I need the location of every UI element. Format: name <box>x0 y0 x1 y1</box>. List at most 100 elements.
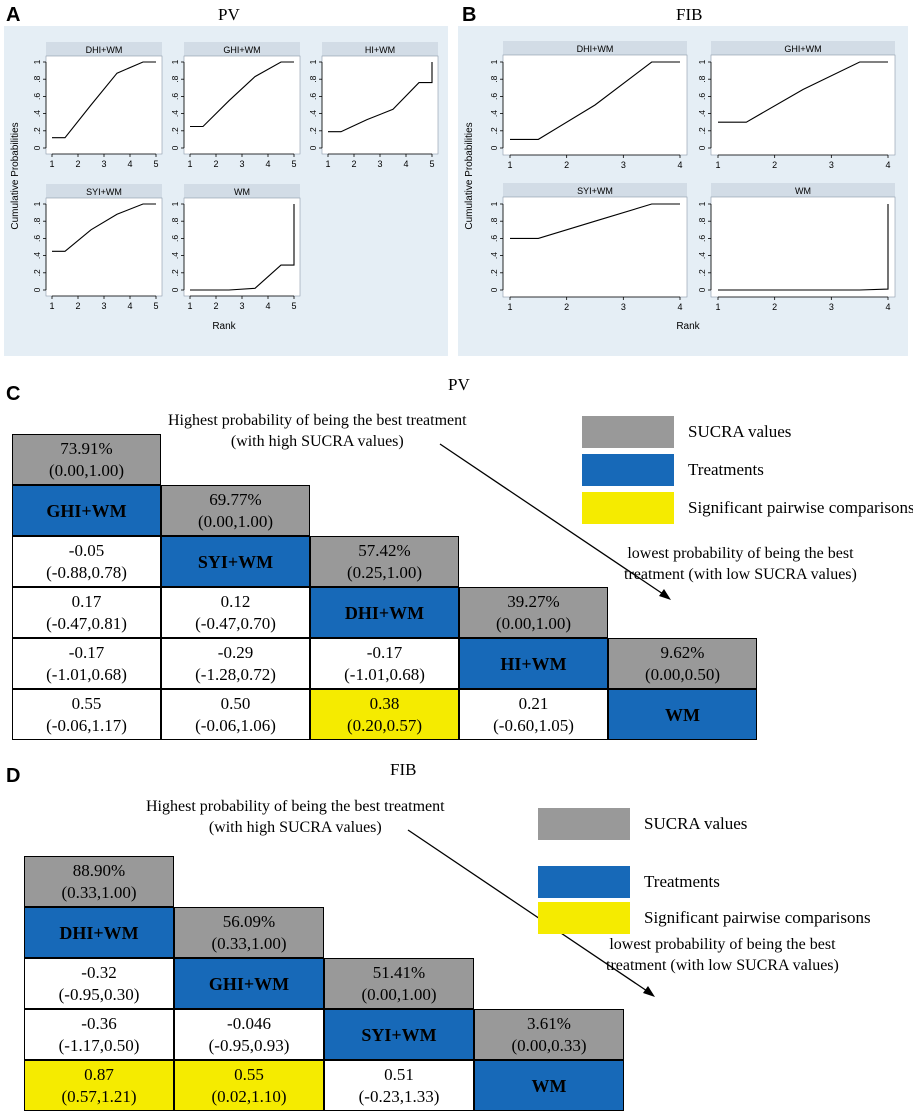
x-tick-label-ghi-plus-wm: 4 <box>885 160 890 170</box>
y-tick-label-dhi-plus-wm: .8 <box>32 75 42 82</box>
x-tick-label-ghi-plus-wm: 3 <box>829 160 834 170</box>
x-tick-label-dhi-plus-wm: 4 <box>677 160 682 170</box>
y-tick-label-wm: .8 <box>170 217 180 224</box>
panel-c-treatment-wm: WM <box>608 689 757 740</box>
y-tick-label-syi-plus-wm: .2 <box>32 269 42 276</box>
y-tick-label-syi-plus-wm: 0 <box>489 287 499 292</box>
y-tick-label-wm: 1 <box>697 201 707 206</box>
panel-d-treatment-ghi-plus-wm: GHI+WM <box>174 958 324 1009</box>
panel-d-treatment-wm: WM <box>474 1060 624 1111</box>
facet-title-dhi-plus-wm: DHI+WM <box>86 45 123 55</box>
panel-d-legend-sucra: SUCRA values <box>538 808 747 840</box>
y-tick-label-ghi-plus-wm: 1 <box>170 59 180 64</box>
panel-c-lowest-note: lowest probability of being the best tre… <box>624 545 857 583</box>
facet-title-ghi-plus-wm: GHI+WM <box>223 45 260 55</box>
panel-c-arrow <box>439 443 671 600</box>
y-tick-label-hi-plus-wm: .6 <box>308 93 318 100</box>
x-tick-label-syi-plus-wm: 4 <box>677 302 682 312</box>
x-tick-label-hi-plus-wm: 2 <box>351 159 356 169</box>
x-tick-label-dhi-plus-wm: 5 <box>153 159 158 169</box>
panel-d-legend-treatments: Treatments <box>538 866 720 898</box>
panel-a-background: DHI+WM 0 .2 .4 .6 .8 1 1 2 3 4 5 GHI+WM 0 .2 .4 .6 .8 1 1 2 3… <box>4 26 448 356</box>
x-tick-label-hi-plus-wm: 4 <box>403 159 408 169</box>
x-tick-label-wm: 1 <box>715 302 720 312</box>
panel-c-legend-sucra: SUCRA values <box>582 416 791 448</box>
y-axis-title: Cumulative Probabilities <box>10 122 21 229</box>
facet-title-syi-plus-wm: SYI+WM <box>577 186 613 196</box>
x-axis-title: Rank <box>212 321 236 332</box>
y-tick-label-dhi-plus-wm: .2 <box>489 127 499 134</box>
panel-d-arrow <box>407 829 655 997</box>
panel-d-comparison-cell: -0.046 (-0.95,0.93) <box>174 1009 324 1060</box>
x-tick-label-syi-plus-wm: 1 <box>507 302 512 312</box>
facet-header-syi-plus-wm <box>46 184 162 198</box>
y-tick-label-syi-plus-wm: .4 <box>489 252 499 259</box>
panel-d-treatment-syi-plus-wm: SYI+WM <box>324 1009 474 1060</box>
x-tick-label-dhi-plus-wm: 1 <box>507 160 512 170</box>
y-tick-label-hi-plus-wm: 1 <box>308 59 318 64</box>
y-axis-title: Cumulative Probabilities <box>464 122 475 229</box>
panel-c-title: PV <box>448 375 470 394</box>
x-tick-label-dhi-plus-wm: 2 <box>564 160 569 170</box>
legend-swatch-sucra <box>582 416 674 448</box>
facet-plot-area-ghi-plus-wm <box>710 54 896 156</box>
x-tick-label-ghi-plus-wm: 2 <box>772 160 777 170</box>
series-line-ghi-plus-wm <box>190 61 294 128</box>
panel-b-chart: DHI+WM 0 .2 .4 .6 .8 1 1 2 3 4 GHI+WM 0 .2 .4 .6 .8 1 1 2 3 4… <box>464 41 896 332</box>
x-tick-label-ghi-plus-wm: 1 <box>187 159 192 169</box>
panel-d-comparison-cell: 0.55 (0.02,1.10) <box>174 1060 324 1111</box>
y-tick-label-syi-plus-wm: 1 <box>489 201 499 206</box>
x-tick-label-wm: 3 <box>239 301 244 311</box>
y-tick-label-dhi-plus-wm: .6 <box>32 93 42 100</box>
x-tick-label-wm: 3 <box>829 302 834 312</box>
panel-c-sucra-hi-plus-wm: 39.27% (0.00,1.00) <box>459 587 608 638</box>
panel-c-sucra-wm: 9.62% (0.00,0.50) <box>608 638 757 689</box>
panel-d-highest-note: Highest probability of being the best tr… <box>146 798 445 836</box>
panel-d-lowest-note: lowest probability of being the best tre… <box>606 936 839 974</box>
y-tick-label-syi-plus-wm: .6 <box>489 235 499 242</box>
x-tick-label-dhi-plus-wm: 3 <box>621 160 626 170</box>
panel-d-legend-significant: Significant pairwise comparisons <box>538 902 871 934</box>
y-tick-label-syi-plus-wm: 0 <box>32 287 42 292</box>
facet-header-hi-plus-wm <box>322 42 438 56</box>
x-tick-label-wm: 2 <box>213 301 218 311</box>
facet-header-dhi-plus-wm <box>503 41 687 55</box>
facet-header-dhi-plus-wm <box>46 42 162 56</box>
y-tick-label-dhi-plus-wm: .4 <box>489 110 499 117</box>
panel-c-comparison-cell: 0.50 (-0.06,1.06) <box>161 689 310 740</box>
y-tick-label-syi-plus-wm: .4 <box>32 252 42 259</box>
series-line-hi-plus-wm <box>328 62 433 133</box>
x-tick-label-syi-plus-wm: 2 <box>564 302 569 312</box>
panel-a-title: PV <box>218 5 240 24</box>
y-tick-label-wm: .8 <box>697 217 707 224</box>
y-tick-label-syi-plus-wm: .2 <box>489 269 499 276</box>
panel-c-legend-significant: Significant pairwise comparisons <box>582 492 913 524</box>
x-tick-label-dhi-plus-wm: 4 <box>127 159 132 169</box>
facet-header-wm <box>184 184 300 198</box>
series-line-dhi-plus-wm <box>510 61 680 140</box>
series-line-dhi-plus-wm <box>52 61 156 139</box>
x-tick-label-hi-plus-wm: 1 <box>325 159 330 169</box>
y-tick-label-syi-plus-wm: 1 <box>32 201 42 206</box>
panel-c-treatment-ghi-plus-wm: GHI+WM <box>12 485 161 536</box>
series-line-ghi-plus-wm <box>718 61 888 123</box>
panel-d-comparison-cell: 0.51 (-0.23,1.33) <box>324 1060 474 1111</box>
y-tick-label-wm: .6 <box>697 235 707 242</box>
x-tick-label-hi-plus-wm: 3 <box>377 159 382 169</box>
facet-plot-area-wm <box>183 197 301 297</box>
x-tick-label-wm: 4 <box>265 301 270 311</box>
panel-d-treatment-dhi-plus-wm: DHI+WM <box>24 907 174 958</box>
y-tick-label-wm: .2 <box>170 269 180 276</box>
y-tick-label-ghi-plus-wm: .4 <box>170 110 180 117</box>
panel-b-background: DHI+WM 0 .2 .4 .6 .8 1 1 2 3 4 GHI+WM 0 .2 .4 .6 .8 1 1 2 3 4… <box>458 26 908 356</box>
panel-d-league-table: 88.90% (0.33,1.00) 56.09% (0.33,1.00) 51.41%… <box>24 856 624 1111</box>
panel-c-sucra-syi-plus-wm: 69.77% (0.00,1.00) <box>161 485 310 536</box>
y-tick-label-wm: .6 <box>170 235 180 242</box>
y-tick-label-ghi-plus-wm: .2 <box>697 127 707 134</box>
facet-title-dhi-plus-wm: DHI+WM <box>577 44 614 54</box>
y-tick-label-wm: 0 <box>170 287 180 292</box>
y-tick-label-ghi-plus-wm: .6 <box>697 93 707 100</box>
panel-c-league-table: 73.91% (0.00,1.00) 69.77% (0.00,1.00) 57.42%… <box>12 434 757 740</box>
panel-c-comparison-cell: -0.17 (-1.01,0.68) <box>12 638 161 689</box>
x-tick-label-syi-plus-wm: 5 <box>153 301 158 311</box>
